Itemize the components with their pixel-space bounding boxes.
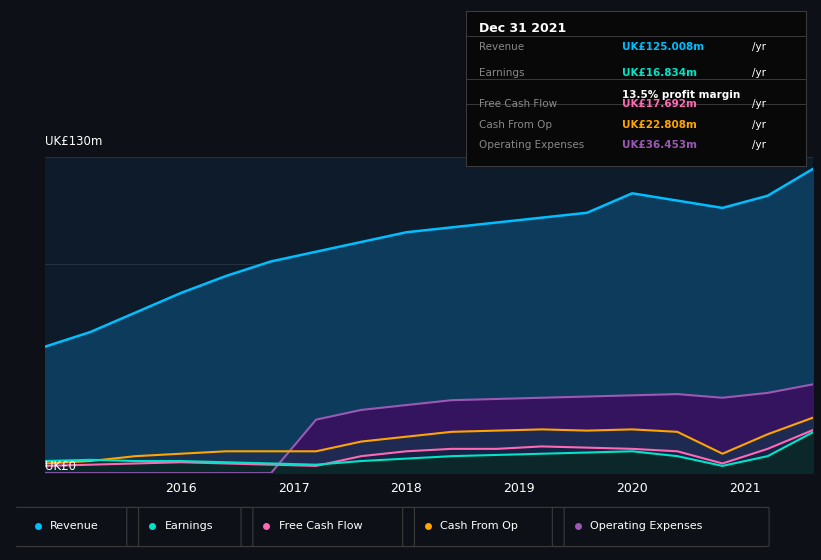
Text: UK£16.834m: UK£16.834m	[622, 68, 697, 78]
Text: Earnings: Earnings	[479, 68, 525, 78]
Text: UK£0: UK£0	[45, 460, 76, 473]
Text: UK£130m: UK£130m	[45, 136, 103, 148]
Text: UK£17.692m: UK£17.692m	[622, 99, 697, 109]
Text: Revenue: Revenue	[479, 42, 525, 52]
Text: 13.5% profit margin: 13.5% profit margin	[622, 90, 741, 100]
Text: /yr: /yr	[752, 120, 766, 129]
Text: Operating Expenses: Operating Expenses	[590, 521, 703, 531]
Text: Cash From Op: Cash From Op	[479, 120, 553, 129]
Text: Operating Expenses: Operating Expenses	[479, 140, 585, 150]
Text: /yr: /yr	[752, 99, 766, 109]
Text: UK£36.453m: UK£36.453m	[622, 140, 697, 150]
Text: Free Cash Flow: Free Cash Flow	[279, 521, 363, 531]
Text: Dec 31 2021: Dec 31 2021	[479, 21, 566, 35]
Text: /yr: /yr	[752, 42, 766, 52]
Text: UK£125.008m: UK£125.008m	[622, 42, 704, 52]
Text: Free Cash Flow: Free Cash Flow	[479, 99, 557, 109]
Text: /yr: /yr	[752, 140, 766, 150]
Text: Earnings: Earnings	[164, 521, 213, 531]
Text: UK£22.808m: UK£22.808m	[622, 120, 697, 129]
Text: Cash From Op: Cash From Op	[440, 521, 518, 531]
Text: Revenue: Revenue	[50, 521, 99, 531]
Text: /yr: /yr	[752, 68, 766, 78]
